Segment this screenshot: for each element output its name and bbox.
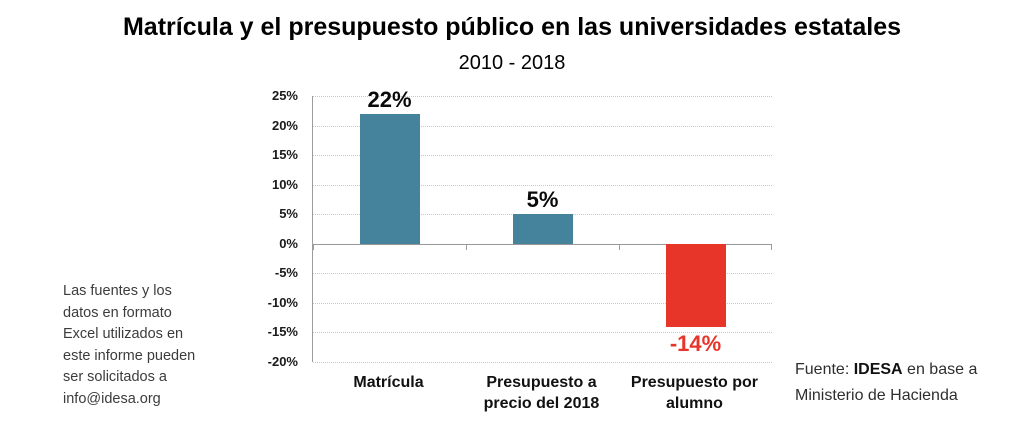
category-label: Matrícula [353, 374, 424, 391]
y-tick-label: -10% [267, 294, 298, 310]
y-tick-label: 15% [271, 147, 298, 163]
gridline [313, 362, 772, 363]
source-org: IDESA [853, 361, 903, 378]
source-note: Fuente: IDESA en base a Ministerio de Ha… [795, 357, 1010, 409]
bar-value-label: -14% [669, 330, 722, 356]
bar-3 [665, 243, 726, 327]
gridline [313, 125, 772, 127]
axis-tick [313, 244, 314, 250]
y-tick-label: -15% [267, 324, 298, 340]
y-tick-label: 20% [271, 117, 298, 133]
note-line-5: ser solicitados a [63, 369, 167, 385]
gridline [313, 184, 772, 186]
x-axis-category-labels: Matrícula Presupuesto a precio del 2018 Pr… [312, 372, 771, 414]
category-label: Presupuesto por alumno [630, 374, 759, 412]
bar-1 [359, 113, 420, 244]
y-tick-label: 25% [271, 88, 298, 103]
category-label: Presupuesto a precio del 2018 [483, 374, 600, 412]
bar-2 [512, 214, 573, 244]
gridline [313, 96, 772, 97]
plot-area: 22% 5% -14% [312, 87, 772, 363]
data-availability-note: Las fuentes y los datos en formato Excel… [63, 281, 253, 410]
chart-subtitle: 2010 - 2018 [458, 52, 566, 74]
bar-value-label: 22% [367, 86, 412, 112]
contact-email: info@idesa.org [63, 390, 161, 407]
note-line-2: datos en formato [63, 304, 172, 321]
bar-value-label: 5% [526, 187, 559, 213]
y-axis-labels: 25% 20% 15% 10% 5% 0% -5% -10% -15% -20% [242, 88, 304, 369]
source-line2: Ministerio de Hacienda [795, 387, 958, 404]
source-prefix: Fuente: [795, 361, 854, 378]
y-tick-label: 0% [279, 235, 298, 251]
note-line-4: este informe pueden [63, 347, 196, 364]
gridline [313, 273, 772, 275]
gridline [313, 332, 772, 334]
gridline [313, 155, 772, 157]
chart-title: Matrícula y el presupuesto público en la… [122, 13, 902, 41]
axis-tick [771, 244, 772, 250]
y-tick-label: -5% [274, 265, 298, 281]
gridline [313, 302, 772, 304]
note-line-3: Excel utilizados en [63, 326, 184, 342]
note-line-1: Las fuentes y los [63, 283, 172, 299]
y-tick-label: -20% [267, 354, 298, 369]
source-suffix: en base a [902, 361, 978, 378]
axis-tick [466, 244, 467, 250]
axis-tick [619, 244, 620, 250]
y-tick-label: 5% [279, 206, 298, 222]
zero-axis-line [313, 243, 772, 250]
y-tick-label: 10% [271, 176, 298, 192]
